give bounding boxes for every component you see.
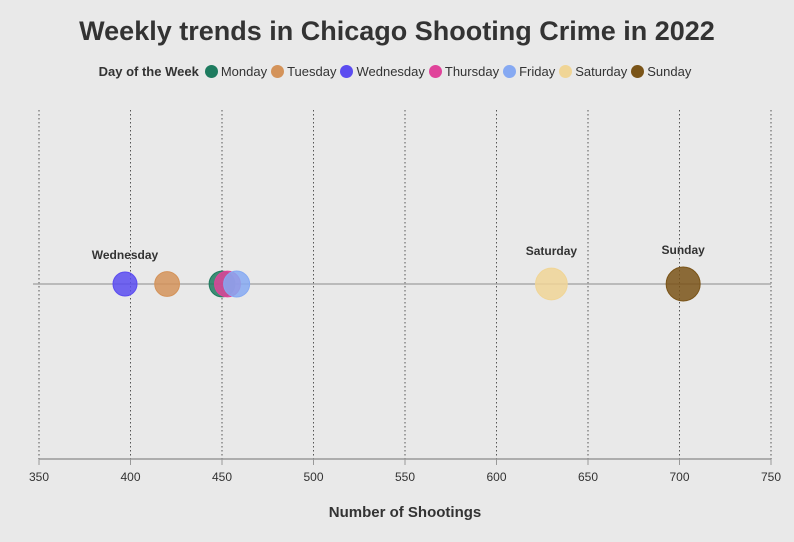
legend-item-sunday: Sunday: [631, 64, 691, 79]
legend-item-monday: Monday: [204, 64, 268, 79]
legend-label: Wednesday: [356, 64, 425, 79]
legend-swatch-saturday: [559, 65, 573, 78]
legend-label: Sunday: [647, 64, 692, 79]
legend-item-wednesday: Wednesday: [340, 64, 425, 79]
legend-title: Day of the Week: [98, 64, 199, 79]
legend-label: Tuesday: [287, 64, 337, 79]
legend-label: Monday: [220, 64, 268, 79]
tick-label-700: 700: [669, 470, 689, 484]
legend-item-saturday: Saturday: [559, 64, 627, 79]
legend-swatch-thursday: [428, 65, 442, 78]
tick-label-750: 750: [761, 470, 781, 484]
point-saturday: [535, 267, 568, 301]
point-sunday: [665, 266, 701, 302]
tick-label-500: 500: [303, 470, 323, 484]
point-tuesday: [154, 271, 180, 297]
x-axis-title: Number of Shootings: [329, 504, 482, 521]
point-friday: [223, 270, 251, 298]
tick-label-550: 550: [395, 470, 415, 484]
tick-label-450: 450: [212, 470, 232, 484]
tick-label-350: 350: [29, 470, 49, 484]
point-wednesday: [112, 271, 138, 297]
tick-label-400: 400: [120, 470, 140, 484]
legend-swatch-friday: [503, 65, 517, 78]
chart-title: Weekly trends in Chicago Shooting Crime …: [79, 16, 715, 46]
legend-swatch-tuesday: [271, 65, 285, 78]
tick-label-650: 650: [578, 470, 598, 484]
annotation-saturday: Saturday: [526, 244, 578, 258]
legend-item-thursday: Thursday: [428, 64, 500, 79]
legend-item-friday: Friday: [503, 64, 555, 79]
legend-items: Monday Tuesday Wednesday Thursday Friday Satu…: [204, 64, 696, 79]
legend-item-tuesday: Tuesday: [271, 64, 336, 79]
tick-label-600: 600: [486, 470, 506, 484]
legend-label: Thursday: [444, 64, 500, 79]
legend-swatch-wednesday: [340, 65, 354, 78]
legend-swatch-sunday: [631, 65, 645, 78]
legend-label: Saturday: [575, 64, 628, 79]
legend-label: Friday: [519, 64, 556, 79]
annotation-sunday: Sunday: [661, 243, 705, 257]
legend-swatch-monday: [204, 65, 218, 78]
annotation-wednesday: Wednesday: [92, 248, 159, 262]
legend: Day of the Week Monday Tuesday Wednesday Th…: [0, 64, 794, 79]
